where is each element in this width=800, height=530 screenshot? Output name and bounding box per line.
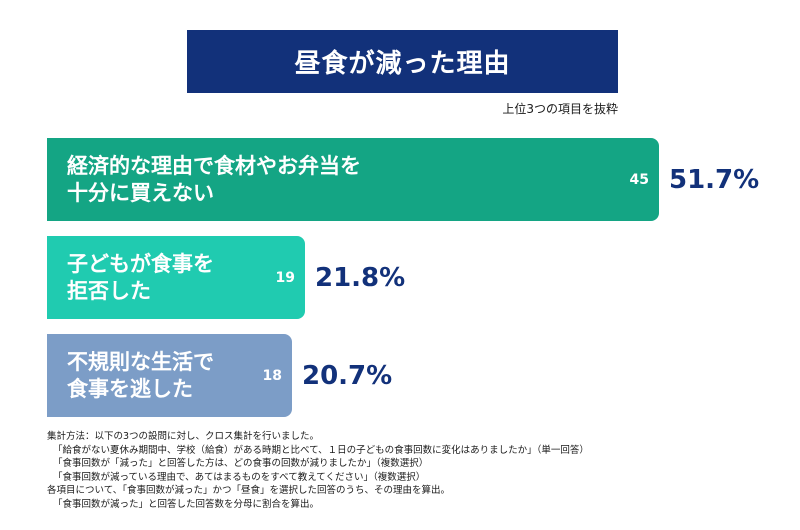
note-line-3: 「食事回数が減っている理由で、あてはまるものをすべて教えてください」（複数選択） — [53, 471, 426, 483]
bar-value-label-1: 21.8% — [315, 262, 406, 293]
bar-value-label-2: 20.7% — [302, 360, 393, 391]
bar-2: 不規則な生活で 食事を逃した 18 — [47, 334, 292, 417]
bar-value-label-0: 51.7% — [669, 164, 760, 195]
note-line-0: 集計方法：以下の3つの設問に対し、クロス集計を行いました。 — [47, 431, 320, 442]
chart-subtitle: 上位3つの項目を抜粋 — [502, 102, 618, 116]
note-line-5: 「食事回数が減った」と回答した回答数を分母に割合を算出。 — [53, 498, 320, 510]
bar-0: 経済的な理由で食材やお弁当を 十分に買えない 45 — [47, 138, 659, 221]
note-line-1: 「給食がない夏休み期間中、学校（給食）がある時期と比べて、１日の子どもの食事回数… — [53, 444, 589, 456]
bar-count-2: 18 — [262, 367, 282, 384]
chart-title: 昼食が減った理由 — [187, 30, 618, 93]
bar-count-0: 45 — [629, 171, 649, 188]
method-notes: 集計方法：以下の3つの設問に対し、クロス集計を行いました。 「給食がない夏休み期… — [47, 430, 787, 511]
bar-1: 子どもが食事を 拒否した 19 — [47, 236, 305, 319]
bar-count-1: 19 — [275, 269, 295, 286]
note-line-4: 各項目について、「食事回数が減った」かつ「昼食」を選択した回答のうち、その理由を… — [47, 485, 450, 496]
note-line-2: 「食事回数が「減った」と回答した方は、どの食事の回数が減りましたか」（複数選択） — [53, 458, 429, 469]
bar-label-1: 子どもが食事を 拒否した — [67, 251, 214, 303]
bar-label-0: 経済的な理由で食材やお弁当を 十分に買えない — [67, 153, 361, 205]
bar-label-2: 不規則な生活で 食事を逃した — [67, 349, 214, 401]
